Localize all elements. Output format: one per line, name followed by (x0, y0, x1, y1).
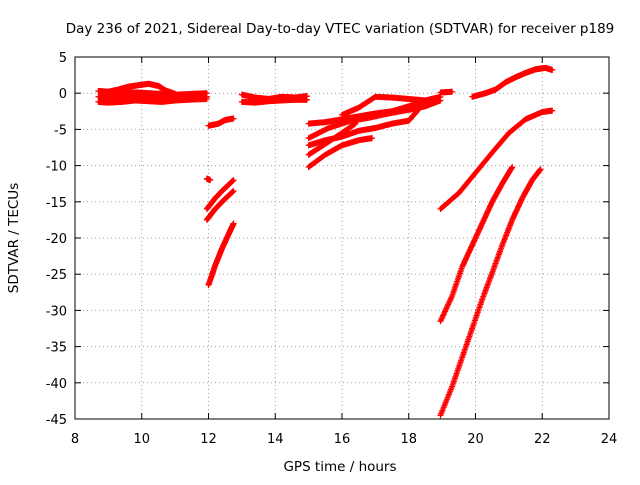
data-point (352, 120, 359, 127)
y-tick-label: 0 (59, 87, 67, 102)
data-point (230, 187, 237, 194)
y-tick-label: -15 (46, 196, 67, 211)
y-tick-label: -25 (46, 268, 67, 283)
grid-lines (75, 57, 609, 419)
x-tick-label: 22 (534, 432, 551, 447)
data-point (549, 67, 556, 74)
data-point (303, 96, 310, 103)
x-tick-label: 20 (467, 432, 484, 447)
axis-ticks: 8 10 12 14 16 18 20 22 24 5 0 -5 -10 -15 -20 -25 -30 -35 -… (46, 51, 618, 447)
data-point (230, 177, 237, 184)
x-tick-label: 12 (200, 432, 217, 447)
y-tick-label: -20 (46, 232, 67, 247)
y-tick-label: -45 (46, 413, 67, 428)
data-point (203, 90, 210, 97)
data-point (437, 97, 444, 104)
data-point (549, 107, 556, 114)
x-tick-label: 24 (601, 432, 618, 447)
y-tick-label: 5 (59, 51, 67, 66)
data-point (369, 135, 376, 142)
y-tick-label: -35 (46, 341, 67, 356)
y-tick-label: -5 (54, 123, 67, 138)
data-point (203, 95, 210, 102)
data-point (449, 88, 456, 95)
data-point (509, 164, 516, 171)
x-tick-label: 10 (133, 432, 150, 447)
y-tick-label: -10 (46, 160, 67, 175)
y-tick-label: -30 (46, 304, 67, 319)
chart-title: Day 236 of 2021, Sidereal Day-to-day VTE… (66, 21, 615, 37)
x-tick-label: 16 (334, 432, 351, 447)
y-axis-label: SDTVAR / TECUs (6, 183, 22, 293)
x-tick-label: 8 (71, 432, 79, 447)
data-point (415, 106, 422, 113)
data-points (95, 64, 556, 419)
x-axis-label: GPS time / hours (283, 459, 396, 475)
data-point (207, 177, 214, 184)
data-point (230, 220, 237, 227)
data-point (537, 166, 544, 173)
x-tick-label: 14 (267, 432, 284, 447)
x-tick-label: 18 (400, 432, 417, 447)
data-point (230, 115, 237, 122)
y-tick-label: -40 (46, 377, 67, 392)
